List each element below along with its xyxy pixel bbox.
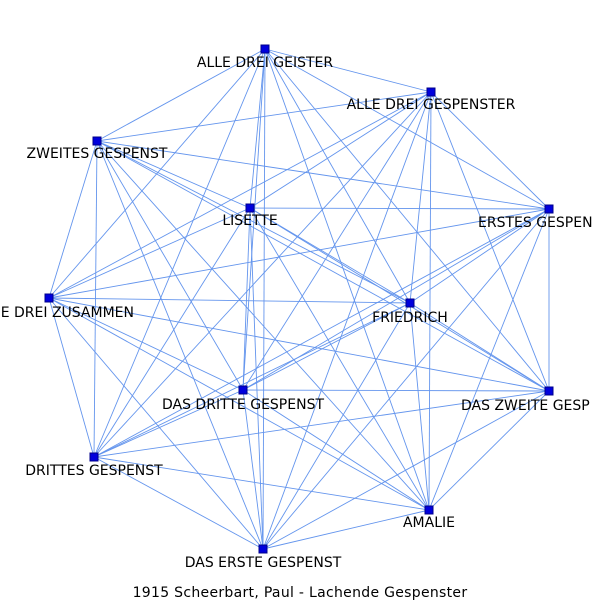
- edge-friedrich-das_erste_gespenst: [262, 302, 411, 550]
- edge-erstes_gespenst-das_erste_gespenst: [262, 208, 550, 550]
- node-das_erste_gespenst: [258, 544, 268, 554]
- edge-alle_drei_gespenster-zweites_gespenst: [96, 91, 432, 142]
- edge-alle_drei_geister-alle_drei_gespenster: [264, 48, 432, 93]
- node-alle_drei_gespenster: [426, 87, 436, 97]
- edge-zweites_gespenst-amalie: [96, 140, 430, 511]
- edge-das_dritte_gespenst-drittes_gespenst: [93, 389, 244, 458]
- edge-lisette-drittes_gespenst: [93, 207, 251, 458]
- node-das_zweite_gespenst: [544, 386, 554, 396]
- edge-friedrich-das_zweite_gespenst: [409, 302, 550, 392]
- edge-alle_drei_geister-erstes_gespenst: [264, 48, 550, 210]
- edge-alle_drei_geister-das_erste_gespenst: [262, 48, 266, 550]
- edge-alle_drei_gespenster-drittes_gespenst: [93, 91, 432, 458]
- node-label-alle_drei_zusammen: E DREI ZUSAMMEN: [1, 305, 134, 321]
- edge-zweites_gespenst-das_dritte_gespenst: [96, 140, 244, 391]
- edge-zweites_gespenst-alle_drei_zusammen: [48, 140, 98, 299]
- node-erstes_gespenst: [544, 204, 554, 214]
- edge-drittes_gespenst-amalie: [93, 456, 430, 511]
- node-lisette: [245, 203, 255, 213]
- node-label-friedrich: FRIEDRICH: [372, 310, 448, 326]
- edge-alle_drei_geister-lisette: [249, 48, 266, 209]
- edge-alle_drei_gespenster-alle_drei_zusammen: [48, 91, 432, 299]
- edge-alle_drei_zusammen-das_erste_gespenst: [48, 297, 264, 550]
- edge-zweites_gespenst-lisette: [96, 140, 251, 209]
- edge-lisette-das_zweite_gespenst: [249, 207, 550, 392]
- label-layer: ALLE DREI GEISTER ALLE DREI GESPENSTER ZWE…: [1, 55, 593, 571]
- node-label-alle_drei_geister: ALLE DREI GEISTER: [197, 55, 334, 71]
- edge-erstes_gespenst-drittes_gespenst: [93, 208, 550, 458]
- edge-alle_drei_geister-alle_drei_zusammen: [48, 48, 266, 299]
- edge-erstes_gespenst-friedrich: [409, 208, 550, 304]
- edge-alle_drei_gespenster-erstes_gespenst: [430, 91, 550, 210]
- edge-layer: [48, 48, 550, 550]
- edge-drittes_gespenst-das_erste_gespenst: [93, 456, 264, 550]
- node-label-das_dritte_gespenst: DAS DRITTE GESPENST: [162, 397, 324, 413]
- edge-zweites_gespenst-friedrich: [96, 140, 411, 304]
- node-friedrich: [405, 298, 415, 308]
- edge-alle_drei_geister-zweites_gespenst: [96, 48, 266, 142]
- edge-alle_drei_zusammen-amalie: [48, 297, 430, 511]
- edge-alle_drei_gespenster-lisette: [249, 91, 432, 209]
- edge-zweites_gespenst-erstes_gespenst: [96, 140, 550, 210]
- edge-das_zweite_gespenst-amalie: [428, 390, 550, 511]
- node-label-lisette: LISETTE: [222, 213, 277, 229]
- edge-alle_drei_gespenster-amalie: [428, 91, 432, 511]
- edge-alle_drei_zusammen-das_zweite_gespenst: [48, 297, 550, 392]
- node-alle_drei_zusammen: [44, 293, 54, 303]
- edge-das_dritte_gespenst-amalie: [242, 389, 430, 511]
- edge-das_dritte_gespenst-das_zweite_gespenst: [242, 389, 550, 392]
- edge-das_zweite_gespenst-drittes_gespenst: [93, 390, 550, 458]
- edge-lisette-das_dritte_gespenst: [242, 207, 251, 391]
- node-amalie: [424, 505, 434, 515]
- edge-alle_drei_geister-das_dritte_gespenst: [242, 48, 266, 391]
- edge-alle_drei_geister-friedrich: [264, 48, 411, 304]
- edge-lisette-erstes_gespenst: [249, 207, 550, 210]
- edge-amalie-das_erste_gespenst: [262, 509, 430, 550]
- node-label-drittes_gespenst: DRITTES GESPENST: [25, 463, 163, 479]
- edge-friedrich-drittes_gespenst: [93, 302, 411, 458]
- edge-zweites_gespenst-das_erste_gespenst: [96, 140, 264, 550]
- network-caption: 1915 Scheerbart, Paul - Lachende Gespens…: [133, 585, 468, 600]
- edge-alle_drei_zusammen-das_dritte_gespenst: [48, 297, 244, 391]
- edge-lisette-amalie: [249, 207, 430, 511]
- node-das_dritte_gespenst: [238, 385, 248, 395]
- edge-alle_drei_geister-drittes_gespenst: [93, 48, 266, 458]
- edge-friedrich-amalie: [409, 302, 430, 511]
- edge-lisette-das_erste_gespenst: [249, 207, 264, 550]
- edge-friedrich-das_dritte_gespenst: [242, 302, 411, 391]
- node-drittes_gespenst: [89, 452, 99, 462]
- edge-alle_drei_geister-das_zweite_gespenst: [264, 48, 550, 392]
- node-label-das_erste_gespenst: DAS ERSTE GESPENST: [185, 555, 342, 571]
- node-label-alle_drei_gespenster: ALLE DREI GESPENSTER: [347, 97, 516, 113]
- node-label-das_zweite_gespenst: DAS ZWEITE GESP: [461, 398, 590, 414]
- edge-erstes_gespenst-amalie: [428, 208, 550, 511]
- node-label-zweites_gespenst: ZWEITES GESPENST: [27, 146, 168, 162]
- node-label-erstes_gespenst: ERSTES GESPEN: [478, 215, 593, 231]
- node-zweites_gespenst: [92, 136, 102, 146]
- edge-alle_drei_zusammen-drittes_gespenst: [48, 297, 95, 458]
- node-alle_drei_geister: [260, 44, 270, 54]
- edge-zweites_gespenst-das_zweite_gespenst: [96, 140, 550, 392]
- node-label-amalie: AMALIE: [403, 515, 455, 531]
- edge-alle_drei_gespenster-das_dritte_gespenst: [242, 91, 432, 391]
- edge-alle_drei_gespenster-das_erste_gespenst: [262, 91, 432, 550]
- edge-das_zweite_gespenst-das_erste_gespenst: [262, 390, 550, 550]
- edge-alle_drei_gespenster-friedrich: [409, 91, 432, 304]
- node-layer: [44, 44, 554, 554]
- edge-erstes_gespenst-alle_drei_zusammen: [48, 208, 550, 299]
- edge-lisette-alle_drei_zusammen: [48, 207, 251, 299]
- edge-das_dritte_gespenst-das_erste_gespenst: [242, 389, 264, 550]
- edge-alle_drei_zusammen-friedrich: [48, 297, 411, 304]
